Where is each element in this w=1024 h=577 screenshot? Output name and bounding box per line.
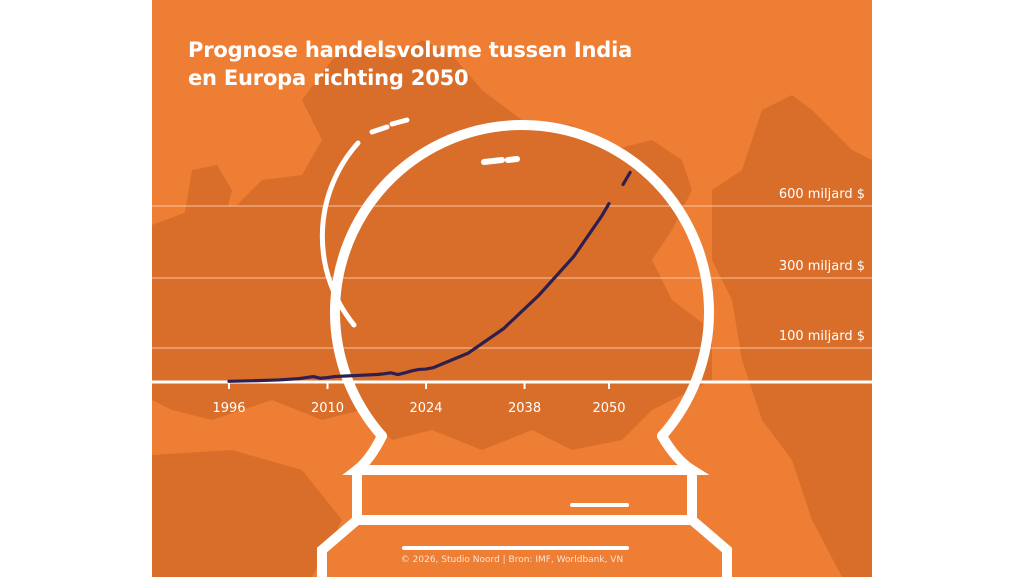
x-tick-label: 1996 bbox=[212, 401, 245, 416]
y-tick-labels: 100 miljard $ 300 miljard $ 600 miljard $ bbox=[779, 187, 865, 344]
y-tick-label: 100 miljard $ bbox=[779, 329, 865, 344]
x-tick-labels: 1996 2010 2024 2038 2050 bbox=[212, 401, 625, 416]
x-axis bbox=[152, 380, 872, 389]
forecast-dash bbox=[621, 170, 632, 186]
x-tick-label: 2024 bbox=[409, 401, 442, 416]
title-line-1: Prognose handelsvolume tussen India bbox=[188, 38, 633, 62]
chart-grid bbox=[152, 205, 872, 349]
x-tick-label: 2038 bbox=[508, 401, 541, 416]
infographic-panel: 1996 2010 2024 2038 2050 100 miljard $ 300 mi… bbox=[152, 0, 872, 577]
title-line-2: en Europa richting 2050 bbox=[188, 66, 469, 90]
chart-title: Prognose handelsvolume tussen India en E… bbox=[188, 36, 632, 92]
y-tick-label: 300 miljard $ bbox=[779, 259, 865, 274]
globe-illustration bbox=[317, 117, 732, 577]
series-line-0 bbox=[227, 202, 611, 383]
chart-svg: 1996 2010 2024 2038 2050 100 miljard $ 300 mi… bbox=[152, 40, 872, 577]
x-tick-label: 2050 bbox=[592, 401, 625, 416]
source-credit: © 2026, Studio Noord | Bron: IMF, Worldb… bbox=[400, 555, 624, 565]
x-tick-label: 2010 bbox=[311, 401, 344, 416]
series-group bbox=[227, 170, 632, 383]
y-tick-label: 600 miljard $ bbox=[779, 187, 865, 202]
